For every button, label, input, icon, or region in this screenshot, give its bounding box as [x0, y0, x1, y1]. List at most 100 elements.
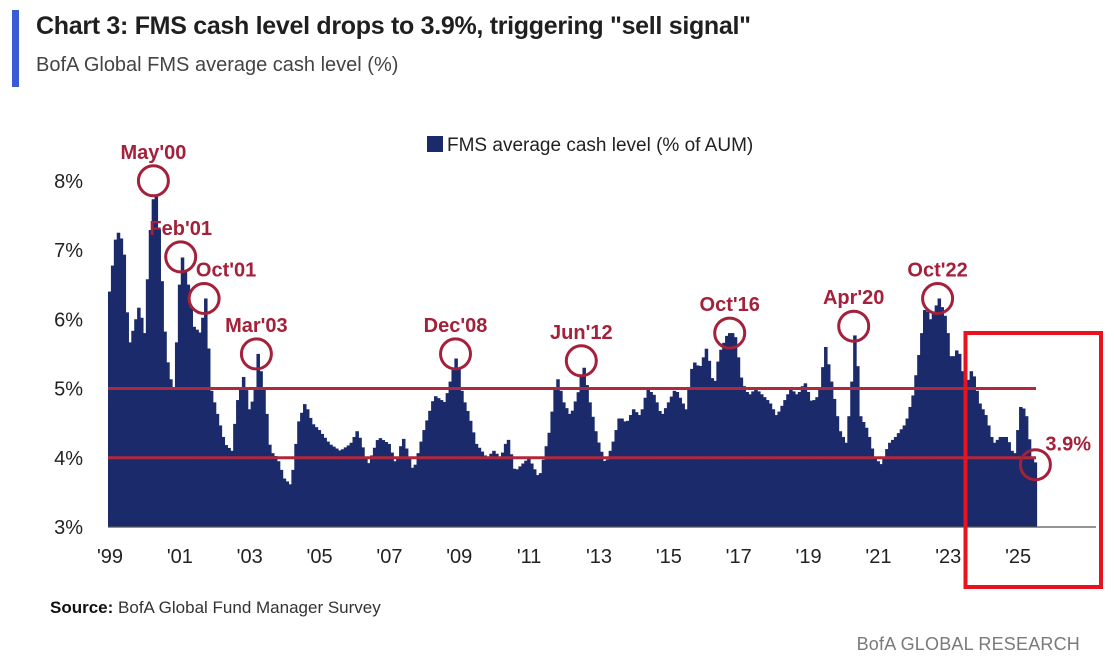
bar — [448, 381, 453, 527]
bar — [631, 409, 636, 527]
chart-title: Chart 3: FMS cash level drops to 3.9%, t… — [36, 12, 751, 40]
bar — [212, 402, 217, 527]
bar — [515, 469, 520, 527]
annotation-circle — [921, 282, 955, 315]
bar — [690, 368, 694, 527]
bar — [227, 447, 231, 527]
bar — [841, 436, 846, 527]
bar — [733, 337, 738, 527]
bar — [614, 430, 618, 527]
bar — [966, 379, 971, 527]
bar — [404, 448, 409, 527]
y-tick-label: 7% — [54, 240, 83, 262]
bar — [829, 381, 834, 527]
bar — [652, 394, 656, 527]
bar — [372, 447, 377, 527]
bar — [375, 440, 380, 527]
bar — [640, 409, 645, 527]
bar — [535, 475, 540, 527]
bar — [809, 400, 813, 527]
bar — [335, 448, 339, 527]
bar — [544, 446, 549, 527]
bar — [311, 424, 316, 527]
bar — [969, 371, 974, 527]
bar — [509, 454, 514, 527]
bar — [337, 450, 342, 527]
bar — [445, 393, 450, 527]
bar — [611, 441, 616, 527]
bar — [661, 413, 665, 527]
annotation-label: Oct'22 — [907, 260, 967, 282]
bar — [512, 468, 517, 527]
bar — [719, 349, 723, 527]
bar — [567, 413, 572, 527]
bar — [864, 427, 869, 527]
bar — [183, 271, 188, 527]
bar — [806, 391, 811, 527]
bar — [169, 379, 173, 527]
bar — [928, 319, 933, 527]
bar — [995, 439, 1000, 527]
bar — [1013, 453, 1017, 527]
bar — [273, 456, 278, 527]
bar — [853, 335, 857, 527]
bar — [908, 406, 912, 527]
bar — [422, 430, 426, 527]
bar — [145, 279, 150, 527]
bar — [812, 400, 816, 527]
bar — [882, 457, 886, 527]
bar — [236, 400, 240, 527]
bar — [241, 376, 246, 527]
bar — [946, 333, 950, 527]
bar — [282, 478, 287, 527]
bar — [669, 396, 674, 527]
legend-label: FMS average cash level (% of AUM) — [447, 135, 753, 156]
bar — [113, 239, 118, 527]
bar — [291, 469, 295, 527]
bar — [483, 455, 487, 527]
bar — [847, 416, 851, 527]
bar — [1027, 439, 1032, 527]
bar — [110, 265, 115, 527]
bar — [358, 437, 362, 527]
bar — [524, 460, 528, 527]
bar — [329, 444, 333, 527]
bar — [439, 400, 444, 527]
bar — [221, 436, 226, 527]
bar — [425, 420, 429, 527]
bar — [349, 442, 354, 527]
annotation-label: May'00 — [120, 142, 186, 164]
x-tick-label: '09 — [446, 546, 472, 568]
annotation-label: 3.9% — [1045, 434, 1091, 456]
bar — [256, 353, 260, 527]
bar — [198, 332, 202, 527]
bar — [727, 333, 732, 527]
bar — [495, 453, 499, 527]
bar — [518, 466, 522, 527]
bar — [835, 416, 840, 527]
bar — [949, 356, 953, 527]
bar — [972, 376, 976, 527]
bar — [206, 348, 211, 527]
bar — [617, 418, 621, 527]
bar — [428, 410, 432, 527]
bar — [148, 230, 153, 527]
bar — [416, 453, 421, 527]
y-tick-label: 6% — [54, 309, 83, 331]
bar — [265, 413, 269, 527]
bar — [981, 409, 985, 527]
bar — [530, 463, 534, 527]
bar — [655, 402, 659, 527]
bar — [658, 411, 662, 527]
bar — [579, 374, 584, 527]
bar — [923, 310, 927, 527]
bar — [454, 358, 458, 527]
bar — [166, 362, 170, 527]
bar — [177, 284, 182, 527]
bar — [1033, 462, 1038, 527]
bar — [675, 391, 680, 527]
bar — [314, 427, 319, 527]
threshold-lines — [108, 387, 1036, 460]
bar — [722, 342, 726, 527]
bar — [308, 417, 313, 527]
